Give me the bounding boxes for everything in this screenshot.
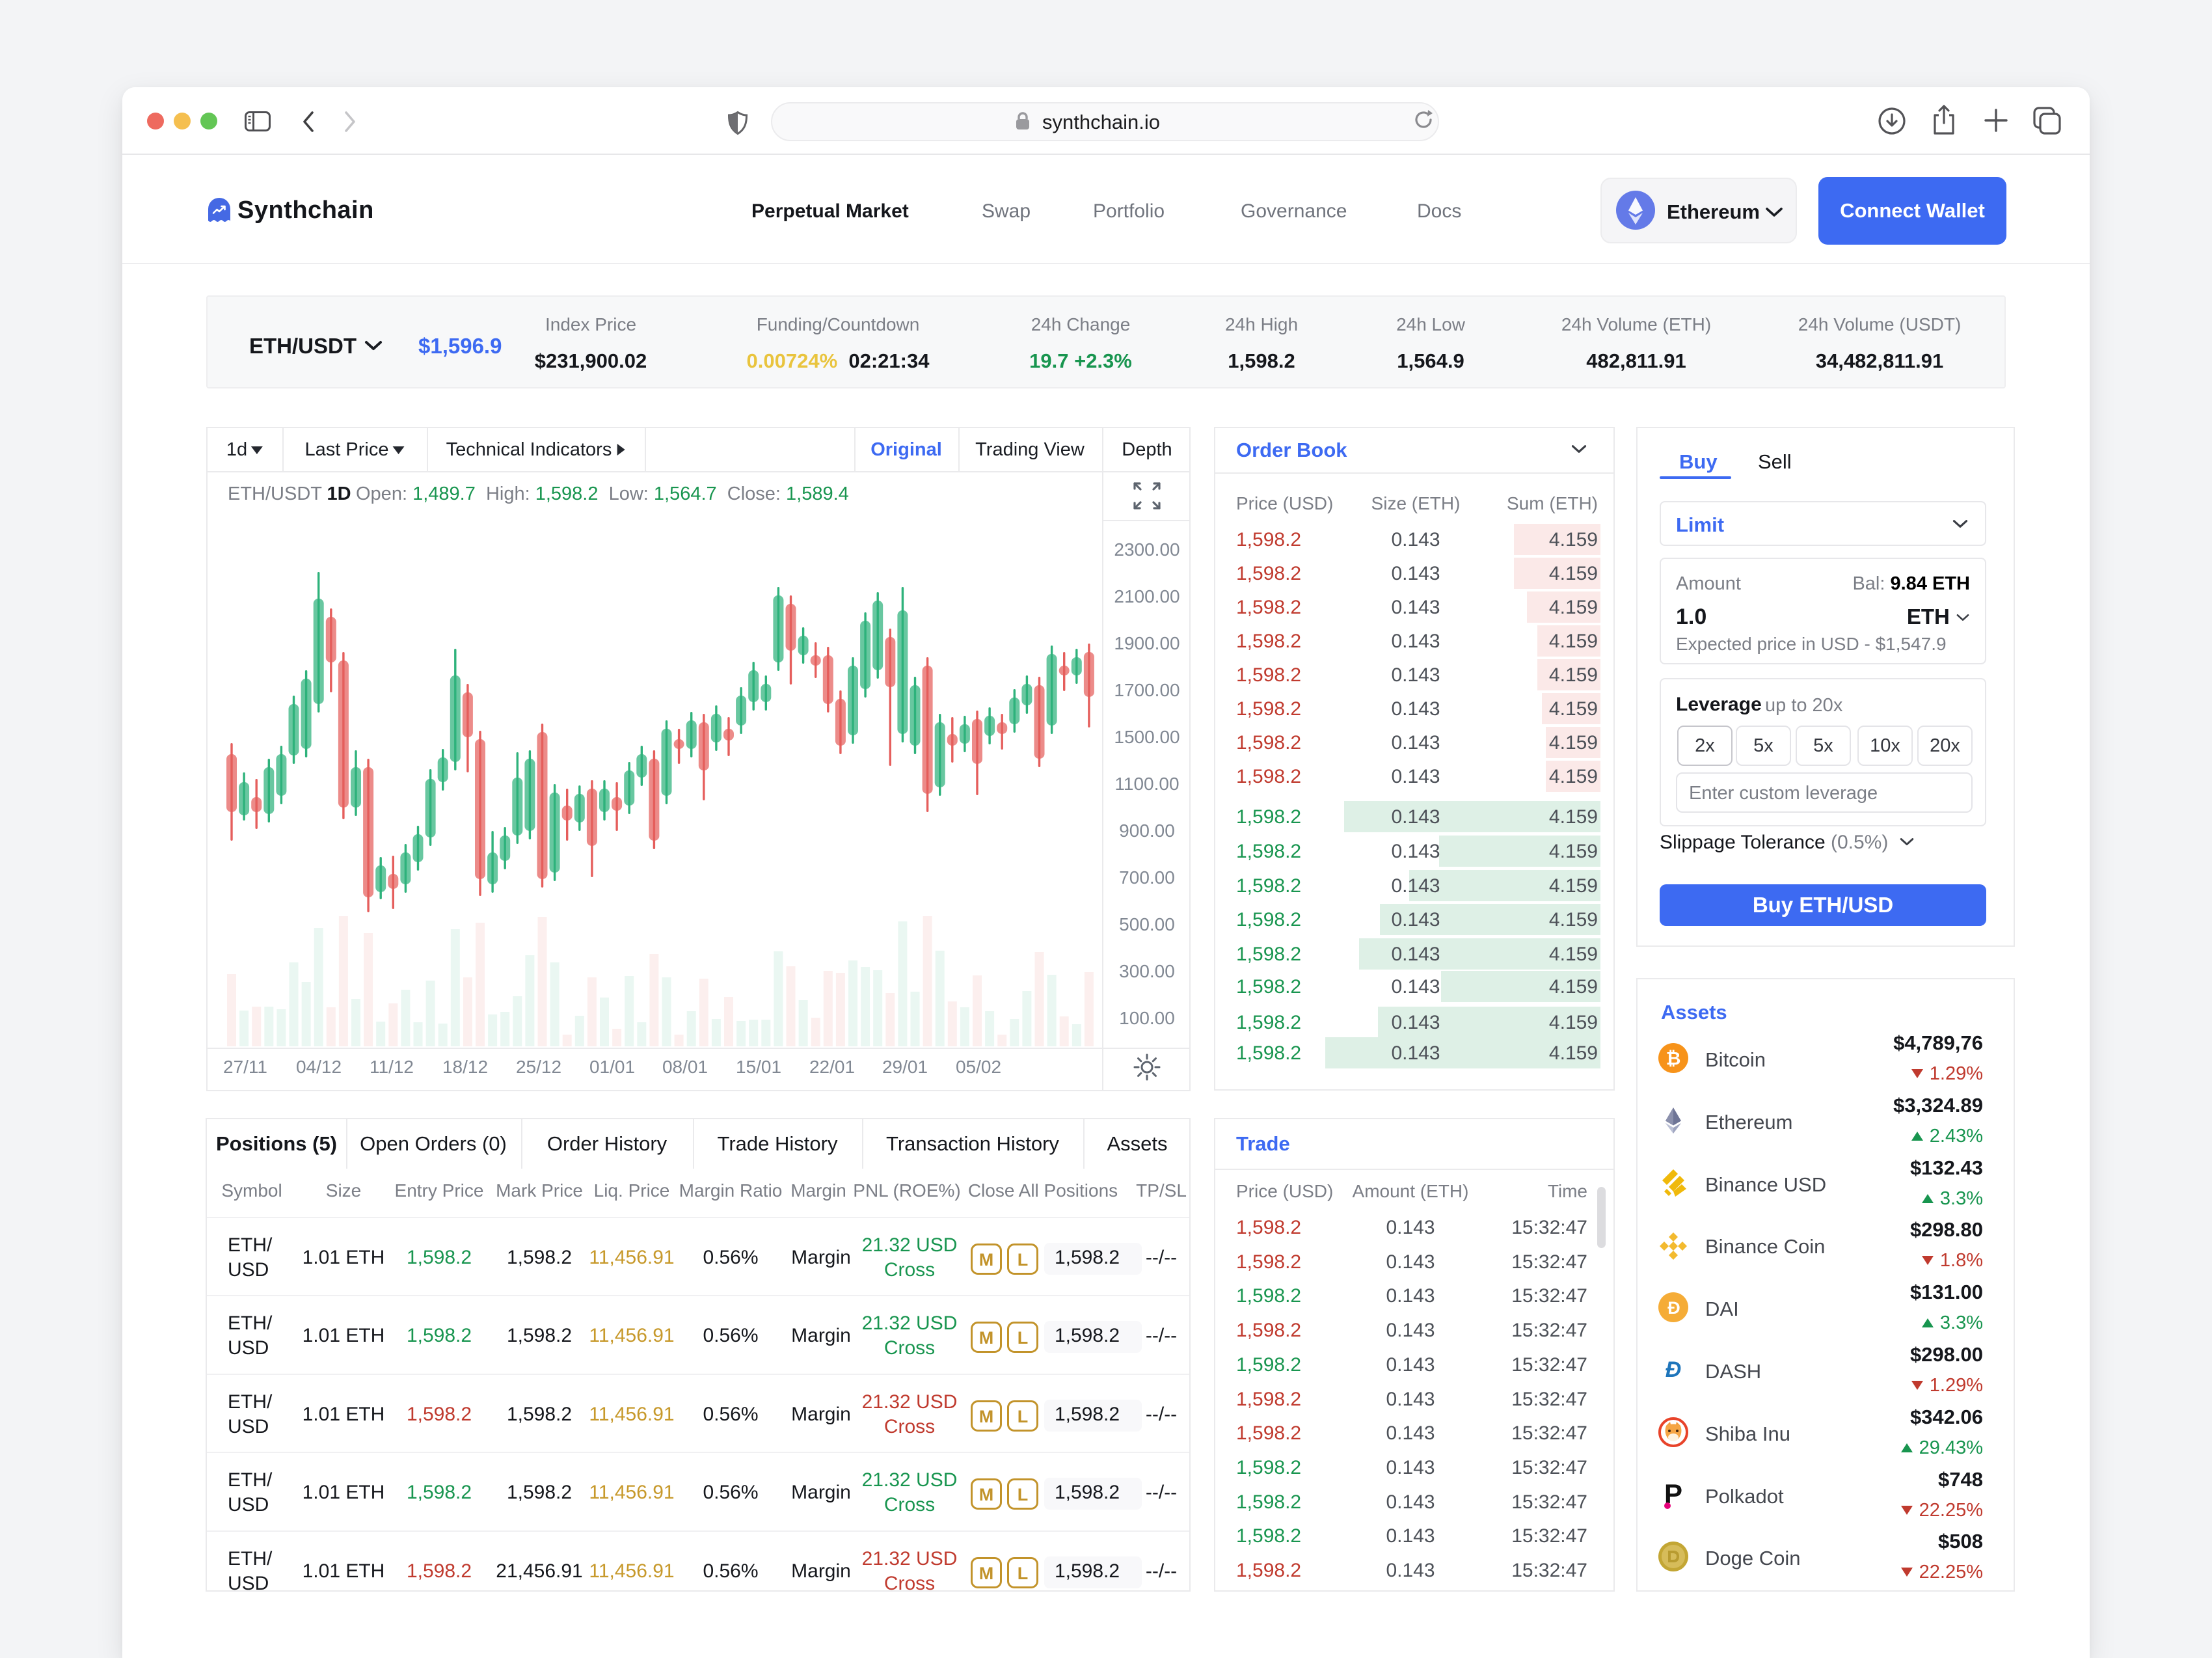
svg-text:Đ: Đ — [1667, 1298, 1680, 1318]
svg-text:₿: ₿ — [1666, 1048, 1681, 1068]
svg-text:Ð: Ð — [1666, 1357, 1682, 1382]
